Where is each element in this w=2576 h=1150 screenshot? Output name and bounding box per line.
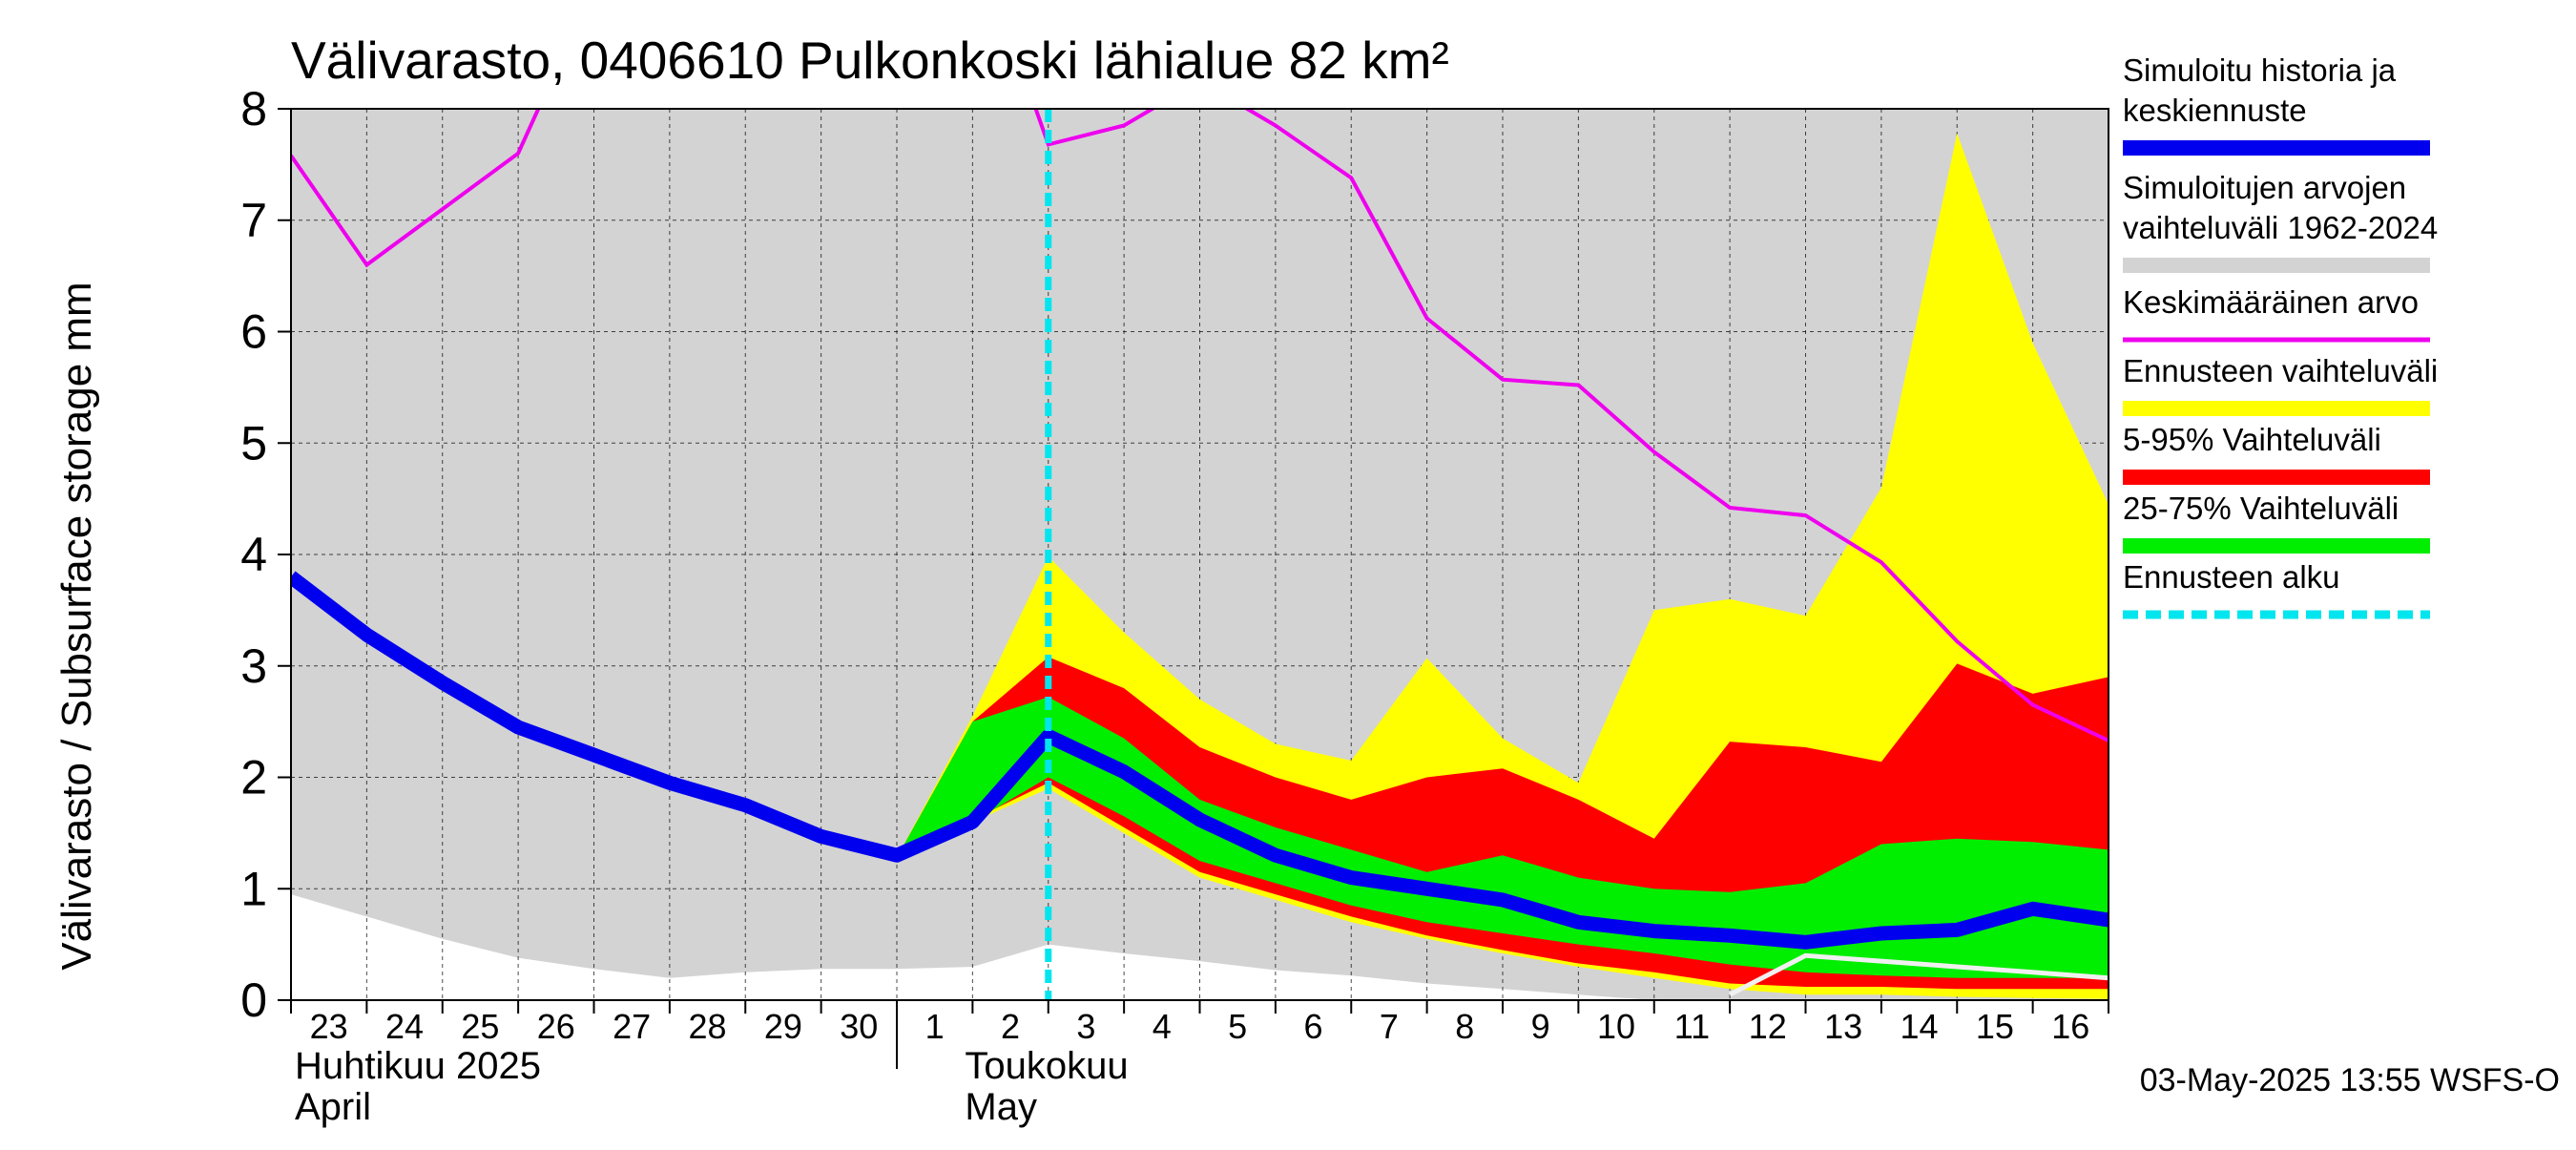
x-tick-label: 27 — [613, 1007, 651, 1046]
x-tick-label: 4 — [1153, 1007, 1172, 1046]
legend-swatch — [2123, 140, 2430, 156]
mean-line — [291, 109, 2109, 742]
x-tick-label: 29 — [764, 1007, 802, 1046]
legend-label: Simuloitu historia ja — [2123, 52, 2397, 88]
month-label-fi: Toukokuu — [965, 1045, 1128, 1087]
legend-label: vaihteluväli 1962-2024 — [2123, 210, 2438, 245]
x-tick-label: 16 — [2051, 1007, 2089, 1046]
legend-label: Keskimääräinen arvo — [2123, 284, 2419, 320]
y-tick-label: 6 — [240, 305, 267, 359]
legend-label: 5-95% Vaihteluväli — [2123, 422, 2381, 457]
x-tick-label: 25 — [461, 1007, 499, 1046]
legend-label: Simuloitujen arvojen — [2123, 170, 2406, 205]
median-forecast-line — [291, 571, 2109, 950]
x-tick-label: 1 — [925, 1007, 945, 1046]
legend-swatch — [2123, 258, 2430, 273]
month-label-en: May — [965, 1086, 1037, 1128]
timestamp-footer: 03-May-2025 13:55 WSFS-O — [2140, 1062, 2560, 1098]
y-tick-label: 7 — [240, 194, 267, 247]
x-tick-label: 12 — [1749, 1007, 1787, 1046]
x-tick-label: 30 — [840, 1007, 878, 1046]
legend-swatch — [2123, 470, 2430, 485]
x-tick-label: 2 — [1001, 1007, 1020, 1046]
month-label-fi: Huhtikuu 2025 — [295, 1045, 541, 1087]
y-tick-label: 0 — [240, 973, 267, 1027]
x-tick-label: 5 — [1228, 1007, 1247, 1046]
plot-content — [291, 109, 2109, 1000]
x-tick-label: 13 — [1824, 1007, 1862, 1046]
x-tick-label: 28 — [689, 1007, 727, 1046]
x-tick-label: 9 — [1531, 1007, 1550, 1046]
x-tick-label: 15 — [1976, 1007, 2014, 1046]
x-tick-label: 6 — [1304, 1007, 1323, 1046]
x-tick-label: 11 — [1674, 1007, 1710, 1046]
x-tick-label: 3 — [1076, 1007, 1095, 1046]
y-tick-label: 3 — [240, 639, 267, 693]
x-tick-label: 23 — [310, 1007, 348, 1046]
y-tick-label: 8 — [240, 82, 267, 136]
legend-label: keskiennuste — [2123, 93, 2307, 128]
x-tick-label: 7 — [1380, 1007, 1399, 1046]
plot-area — [291, 109, 2109, 1000]
min-line — [1728, 952, 2109, 997]
legend: Simuloitu historia ja keskiennuste Simuloi… — [2123, 52, 2438, 619]
y-tick-label: 4 — [240, 528, 267, 581]
legend-label: Ennusteen vaihteluväli — [2123, 353, 2438, 388]
y-axis-label: Välivarasto / Subsurface storage mm — [53, 282, 100, 970]
y-tick-label: 5 — [240, 416, 267, 470]
legend-label: Ennusteen alku — [2123, 559, 2340, 595]
x-tick-label: 8 — [1455, 1007, 1474, 1046]
x-tick-label: 26 — [537, 1007, 575, 1046]
legend-swatch — [2123, 401, 2430, 416]
month-label-en: April — [295, 1086, 371, 1128]
chart-title: Välivarasto, 0406610 Pulkonkoski lähialu… — [291, 31, 1449, 90]
legend-swatch — [2123, 538, 2430, 554]
p25-75-band — [897, 697, 2109, 978]
legend-label: 25-75% Vaihteluväli — [2123, 491, 2399, 526]
x-tick-label: 14 — [1901, 1007, 1939, 1046]
y-tick-label: 1 — [240, 862, 267, 915]
x-tick-label: 10 — [1597, 1007, 1635, 1046]
y-tick-label: 2 — [240, 751, 267, 805]
x-tick-label: 24 — [385, 1007, 424, 1046]
